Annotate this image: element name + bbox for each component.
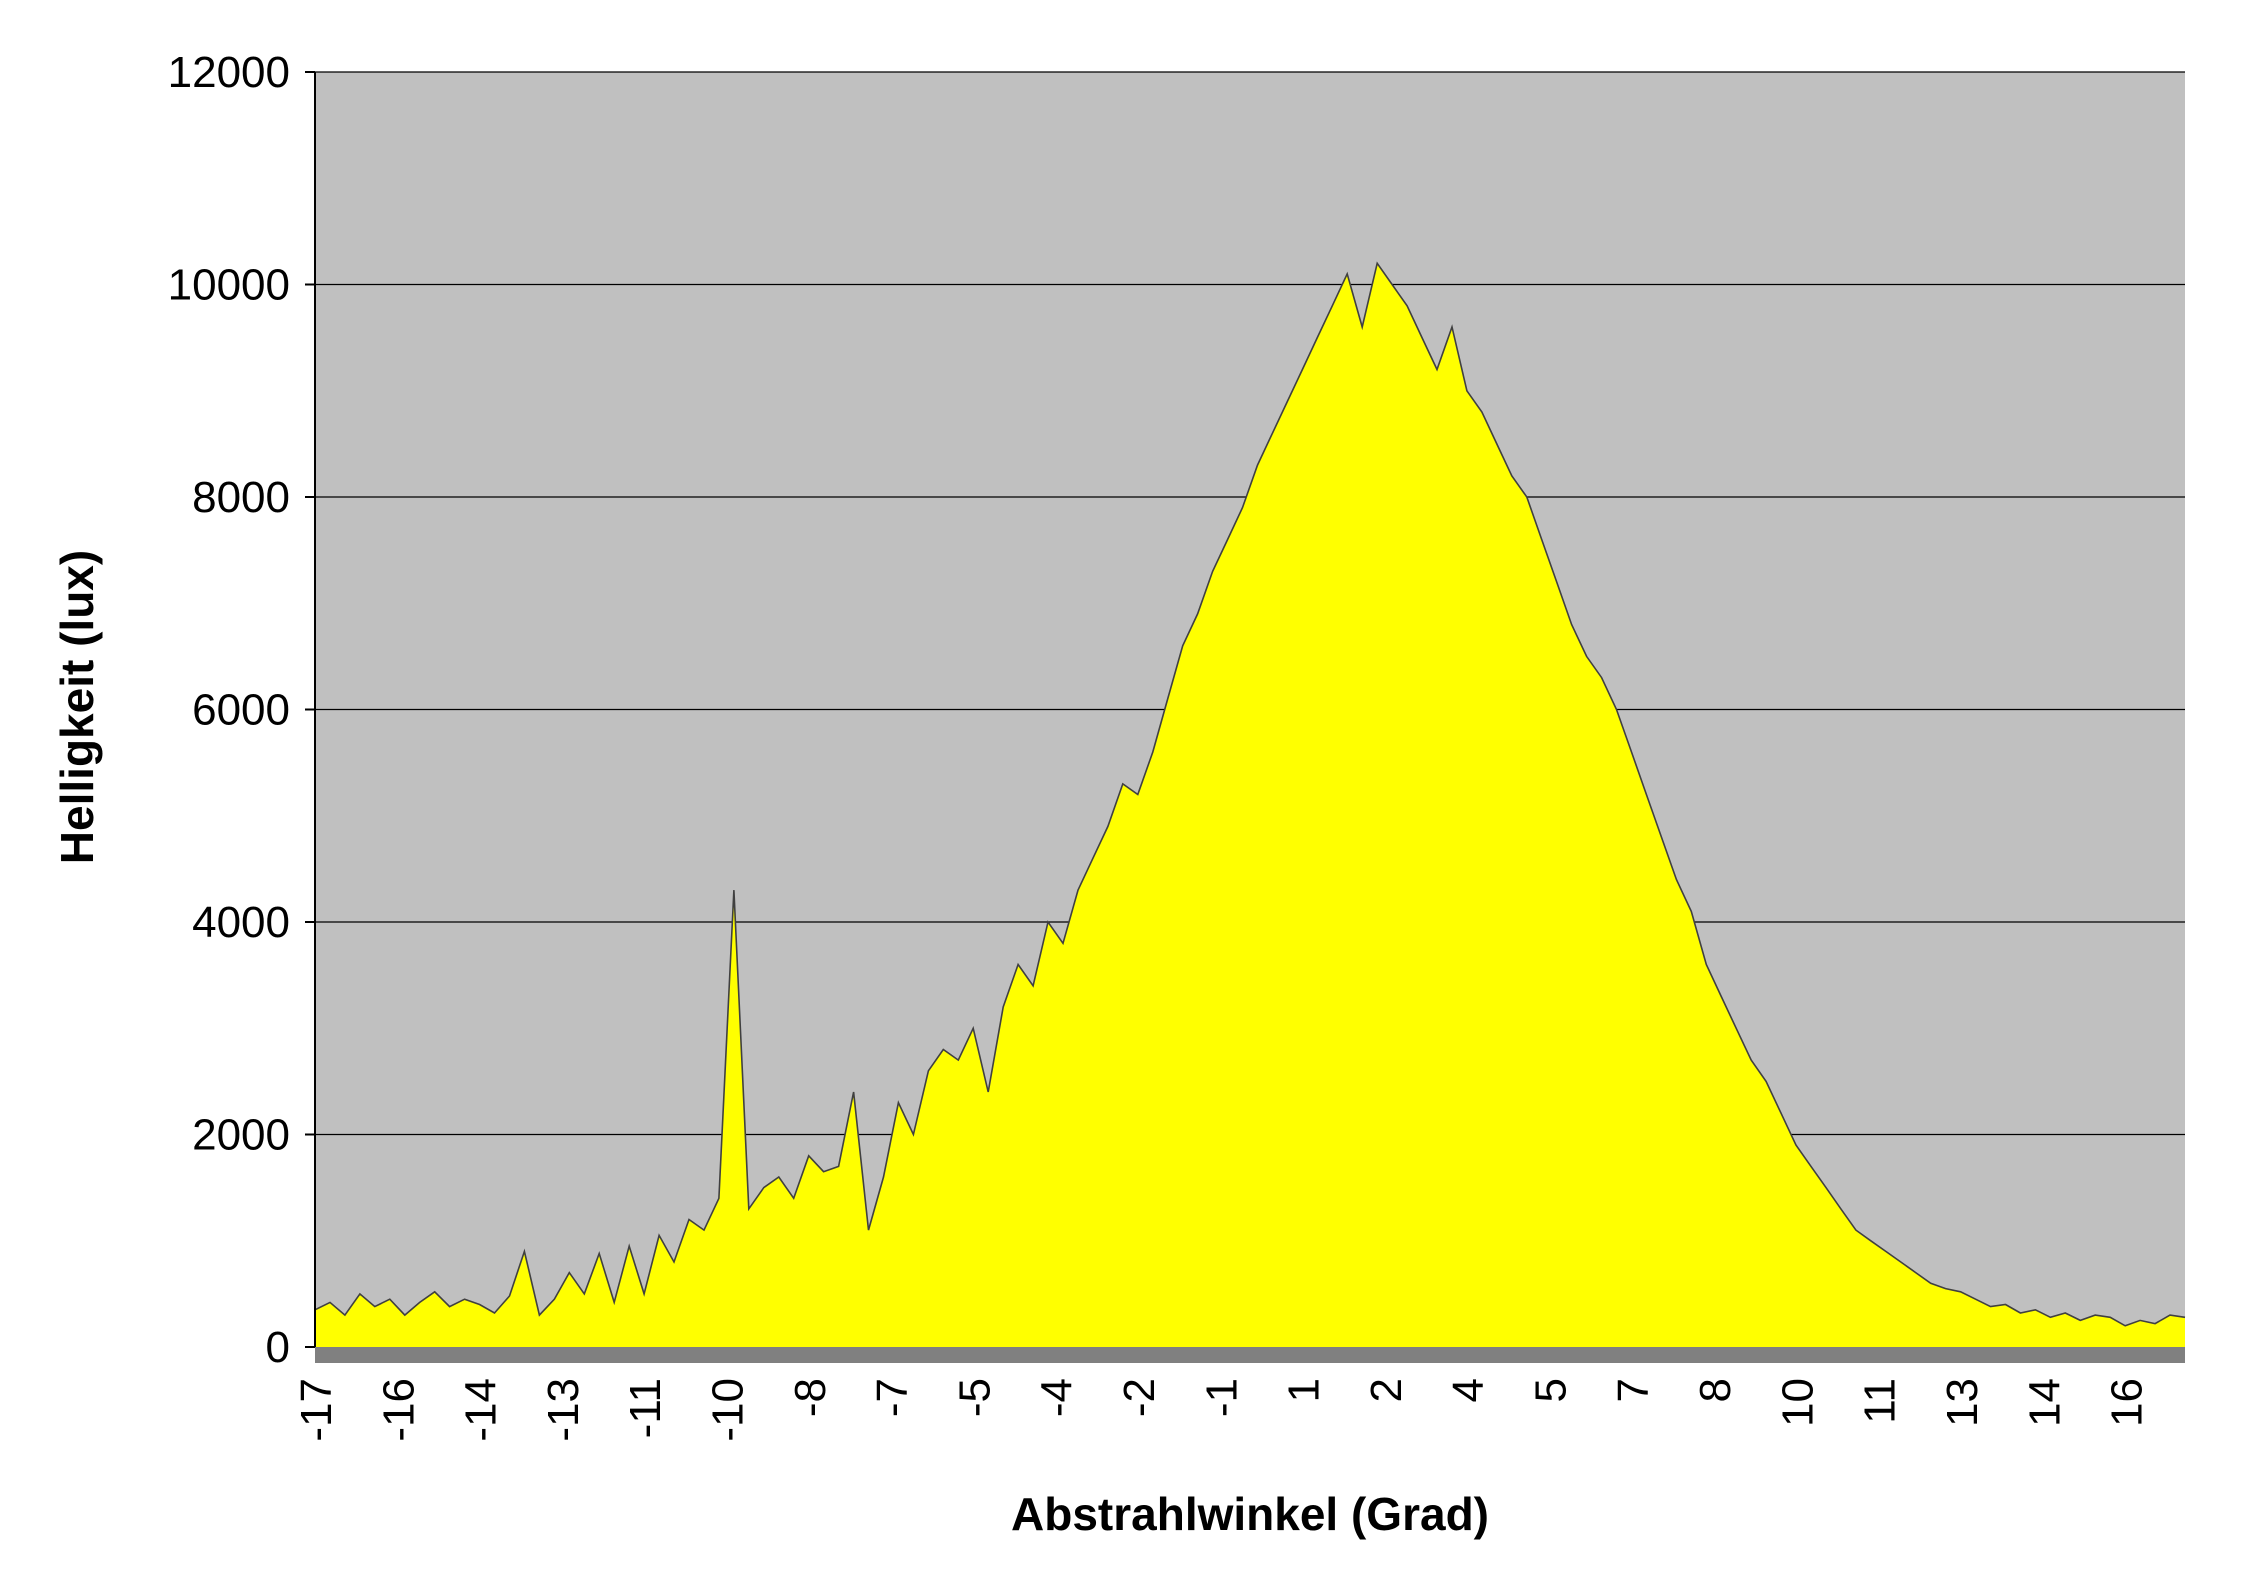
x-ticks: -17 -16 -14 -13 -11 -10 -8 -7 -5 -4 -2 -1 1 2 4 5 7 8 10 11… xyxy=(292,1378,2152,1442)
x-tick-label: 13 xyxy=(1938,1378,1987,1427)
x-tick-label: -4 xyxy=(1033,1378,1082,1417)
x-tick-label: -14 xyxy=(457,1378,506,1442)
x-tick-label: 11 xyxy=(1856,1378,1905,1424)
y-tick-label: 2000 xyxy=(192,1111,290,1160)
y-ticks: 0 2000 4000 6000 8000 10000 12000 xyxy=(168,48,315,1372)
x-tick-label: 2 xyxy=(1362,1378,1411,1402)
x-tick-label: 16 xyxy=(2103,1378,2152,1427)
x-tick-label: -16 xyxy=(374,1378,423,1442)
series-line xyxy=(314,261,2186,1327)
y-tick-label: 12000 xyxy=(168,48,290,97)
y-tick-label: 10000 xyxy=(168,261,290,310)
x-tick-label: 10 xyxy=(1773,1378,1822,1427)
x-tick-label: -8 xyxy=(786,1378,835,1417)
x-tick-label: -5 xyxy=(950,1378,999,1417)
x-tick-label: -1 xyxy=(1197,1378,1246,1417)
x-tick-label: 4 xyxy=(1444,1378,1493,1402)
x-tick-label: -10 xyxy=(704,1378,753,1442)
x-tick-label: 1 xyxy=(1280,1378,1329,1402)
x-tick-label: 8 xyxy=(1691,1378,1740,1402)
y-tick-label: 6000 xyxy=(192,686,290,735)
x-tick-label: -2 xyxy=(1115,1378,1164,1417)
y-tick-label: 0 xyxy=(266,1323,290,1372)
x-tick-label: 7 xyxy=(1609,1378,1658,1402)
x-tick-label: -7 xyxy=(868,1378,917,1417)
x-tick-label: -17 xyxy=(292,1378,341,1442)
y-tick-label: 4000 xyxy=(192,898,290,947)
x-tick-label: 5 xyxy=(1527,1378,1576,1402)
y-tick-label: 8000 xyxy=(192,473,290,522)
series-area xyxy=(315,263,2185,1347)
x-axis-title: Abstrahlwinkel (Grad) xyxy=(1011,1488,1489,1540)
y-axis-title: Helligkeit (lux) xyxy=(51,550,103,864)
x-tick-label: -13 xyxy=(539,1378,588,1442)
x-tick-label: -11 xyxy=(621,1378,670,1438)
plot-floor xyxy=(315,1347,2185,1363)
x-tick-label: 14 xyxy=(2020,1378,2069,1427)
